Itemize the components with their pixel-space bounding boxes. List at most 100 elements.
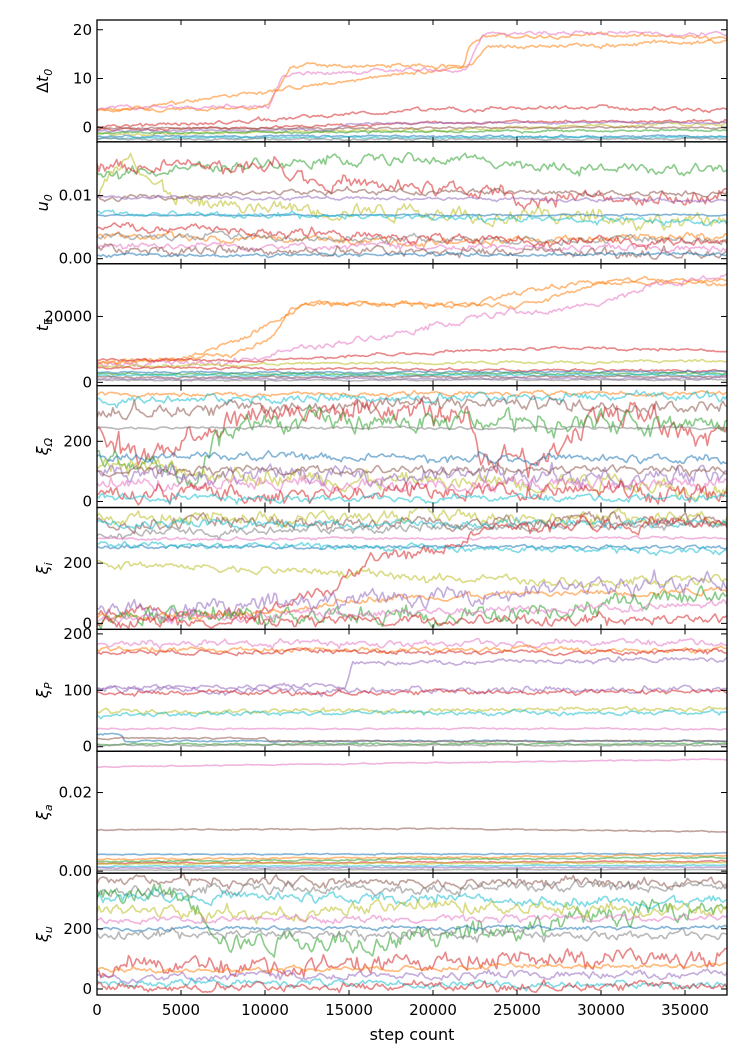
x-tick-label-0: 0 (92, 1001, 102, 1019)
panel-5-series-4 (97, 684, 727, 698)
x-tick-label-6: 30000 (577, 1001, 625, 1019)
panel-3-series-12 (97, 492, 727, 505)
panel-5-series-12 (97, 743, 727, 748)
panel-3-series-0 (97, 389, 727, 398)
panel-7-series-12 (97, 978, 727, 994)
panel-2-series-2 (97, 272, 727, 369)
panel-4-ytick-label-0: 0 (82, 614, 92, 632)
panel-7-ylabel: ξu (33, 926, 55, 943)
panel-3-series-11 (97, 462, 727, 478)
panel-1-series-4 (97, 194, 727, 204)
panel-7-ytick-label-1: 200 (63, 920, 92, 938)
panel-7-series-7 (97, 926, 727, 943)
panel-5-traces (97, 637, 727, 748)
panel-0-series-0 (97, 31, 727, 113)
panels: 01020Δt00.000.01u0020000tE0200ξΩ0200ξi01… (33, 19, 728, 998)
panel-2-ylabel: tE (33, 318, 55, 331)
panel-1-series-11 (97, 243, 727, 260)
panel-0-series-5 (97, 121, 727, 137)
panel-6-series-0 (97, 758, 727, 769)
panel-3: 0 200 ξΩ (33, 384, 728, 510)
panel-3-series-10 (97, 480, 727, 506)
panel-6-ytick-label-0: 0.00 (59, 862, 92, 880)
panel-7-series-8 (97, 947, 727, 979)
panel-4-series-10 (97, 569, 727, 622)
panel-5-series-1 (97, 644, 727, 655)
panel-0-series-2 (97, 30, 727, 111)
panel-6-ylabel: ξa (33, 804, 55, 821)
panel-7-series-6 (97, 913, 727, 925)
panel-2-series-9 (97, 374, 727, 380)
panel-5-ylabel: ξP (33, 682, 55, 699)
panel-2-ytick-label-0: 0 (82, 373, 92, 391)
panel-0-series-3 (97, 104, 727, 129)
panel-1-series-0 (97, 151, 727, 180)
panel-4-series-8 (97, 514, 727, 623)
panel-7-traces (97, 873, 727, 994)
panel-2-series-10 (97, 376, 727, 382)
panel-5-ytick-label-2: 200 (63, 625, 92, 643)
panel-1-series-10 (97, 222, 727, 251)
panel-0-ylabel: Δt0 (33, 69, 55, 93)
panel-5-series-10 (97, 736, 727, 744)
panel-5-series-6 (97, 705, 727, 715)
panel-1-series-9 (97, 240, 727, 253)
panel-4-ytick-label-1: 200 (63, 554, 92, 572)
panel-7-frame (96, 872, 728, 996)
panel-7-series-2 (97, 887, 727, 910)
x-axis: 0 5000 10000 15000 20000 25000 30000 35000 (92, 1001, 709, 1019)
panel-4: 0 200 ξi (33, 506, 728, 632)
panel-1-series-12 (97, 251, 727, 259)
panel-6-series-2 (97, 852, 727, 856)
panel-1-series-2 (97, 152, 727, 231)
panel-5-series-8 (97, 726, 727, 731)
panel-4-series-4 (97, 535, 727, 542)
panel-5-series-2 (97, 647, 727, 657)
panel-0-ytick-label-1: 10 (73, 70, 92, 88)
panel-1-series-1 (97, 156, 727, 211)
panel-5: 0 100 200 ξP (33, 625, 728, 756)
panel-6-ytick-label-1: 0.02 (59, 784, 92, 802)
panel-4-series-13 (97, 610, 727, 630)
panel-2-ytick-label-1: 20000 (44, 307, 92, 325)
panel-5-ytick-label-0: 0 (82, 738, 92, 756)
panel-4-traces (97, 507, 727, 630)
panel-2-series-6 (97, 369, 727, 375)
x-tick-label-2: 10000 (241, 1001, 289, 1019)
panel-6-series-7 (97, 864, 727, 868)
panel-6-series-8 (97, 866, 727, 870)
panel-3-ytick-label-1: 200 (63, 432, 92, 450)
panel-4-series-7 (97, 559, 727, 589)
x-tick-label-1: 5000 (162, 1001, 200, 1019)
panel-7-series-10 (97, 968, 727, 984)
panel-0-traces (97, 30, 727, 142)
x-tick-label-7: 35000 (661, 1001, 709, 1019)
panel-3-series-5 (97, 425, 727, 431)
panel-6-series-3 (97, 853, 727, 861)
panel-5-series-5 (97, 687, 727, 697)
panel-3-ytick-label-0: 0 (82, 492, 92, 510)
panel-6-series-9 (97, 868, 727, 872)
panel-3-series-6 (97, 450, 727, 467)
panel-4-series-0 (97, 507, 727, 529)
panel-2-series-11 (97, 378, 727, 382)
panel-7: 0 200 ξu (33, 872, 728, 998)
panel-5-series-7 (97, 708, 727, 720)
panel-0-series-11 (97, 136, 727, 142)
panel-0: 0 10 20 Δt0 (33, 19, 728, 143)
panel-5-ytick-label-1: 100 (63, 681, 92, 699)
panel-1-ylabel: u0 (33, 194, 55, 211)
panel-1-ytick-label-0: 0.00 (59, 250, 92, 268)
x-tick-label-5: 25000 (493, 1001, 541, 1019)
panel-0-ytick-label-2: 20 (73, 21, 92, 39)
panel-2-series-1 (97, 278, 727, 366)
panel-4-series-6 (97, 540, 727, 557)
panel-4-series-9 (97, 586, 727, 622)
panel-2-series-0 (97, 275, 727, 365)
panel-7-series-4 (97, 898, 727, 925)
panel-6-series-6 (97, 861, 727, 866)
panel-3-series-2 (97, 394, 727, 421)
x-tick-label-4: 20000 (409, 1001, 457, 1019)
